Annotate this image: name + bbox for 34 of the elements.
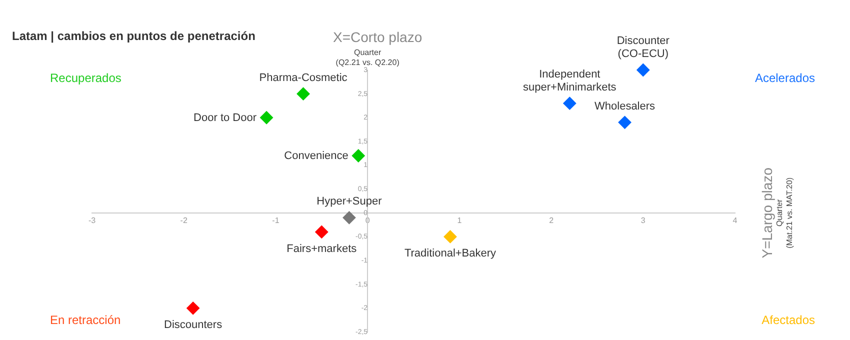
series-label: Discounter (CO-ECU) <box>616 35 670 60</box>
point <box>352 149 365 162</box>
point <box>342 211 356 224</box>
point <box>260 111 274 124</box>
series-label: Independent super+Minimarkets <box>523 68 617 94</box>
series-label: Pharma-Cosmetic <box>259 72 348 84</box>
text: Afectados <box>762 313 815 327</box>
series-label: Wholesalers <box>594 100 656 112</box>
x-tick-label: 3 <box>640 216 646 225</box>
series-label: Traditional+Bakery <box>404 248 497 260</box>
series-label: Fairs+markets <box>286 242 358 255</box>
x-tick-label: -3 <box>88 216 96 225</box>
x-axis-title: X=Corto plazo Quarter (Q2.21 vs. Q2.20) <box>333 29 422 67</box>
point <box>186 302 200 315</box>
point <box>636 64 650 76</box>
y-axis-title: Y=Largo plazo Quarter (Mat.21 vs. MAT.20) <box>759 167 794 258</box>
series-label: Discounters <box>164 319 223 332</box>
point <box>315 225 328 238</box>
series-label: Hyper+Super <box>316 196 382 208</box>
annotation: Recuperados <box>50 71 122 85</box>
point <box>296 87 310 100</box>
series-label: Convenience <box>284 150 348 162</box>
text: Acelerados <box>754 71 815 85</box>
series-label: Door to Door <box>194 112 257 124</box>
x-tick-label: 1 <box>457 216 462 225</box>
chart-title: Latam | cambios en puntos de penetración <box>12 29 256 43</box>
x-tick-label: -2 <box>180 216 188 225</box>
annotation: En retracción <box>50 313 121 327</box>
x-tick-label: -1 <box>272 216 280 225</box>
point <box>563 96 576 110</box>
point <box>444 230 457 244</box>
x-tick-label: 4 <box>732 216 738 225</box>
point <box>618 116 632 129</box>
x-tick-label: 2 <box>549 216 554 225</box>
